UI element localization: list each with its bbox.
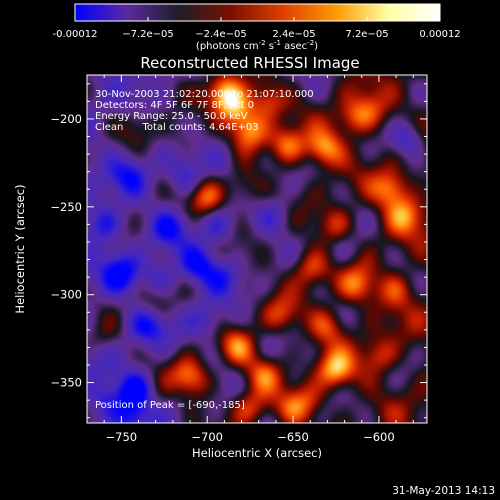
- info-overlay: 30-Nov-2003 21:02:20.000 to 21:07:10.000…: [95, 89, 314, 411]
- colorbar-gradient: [75, 4, 440, 21]
- colorbar-tick-label: 0.00012: [419, 29, 460, 40]
- colorbar-tick-label: 2.4e−05: [272, 29, 315, 40]
- colorbar-ticks: -0.00012 −7.2e−05 −2.4e−05 2.4e−05 7.2e−05 0.…: [53, 17, 461, 40]
- colorbar-frame: [74, 3, 441, 22]
- info-line-counts: Clean Total counts: 4.64E+03: [95, 122, 259, 133]
- y-tick-label: −250: [50, 200, 82, 214]
- y-tick-label: −200: [50, 112, 82, 126]
- info-line-detectors: Detectors: 4F 5F 6F 7F 8F, Att 0: [95, 100, 254, 111]
- x-tick-label: −650: [277, 430, 309, 444]
- plot-frame: [86, 74, 428, 424]
- axis-ticks: −750 −700 −650 −600 −200 −250 −300 −350: [50, 75, 427, 444]
- y-axis-label: Heliocentric Y (arcsec): [13, 184, 27, 313]
- colorbar-tick-label: -0.00012: [53, 29, 98, 40]
- heatmap-image: [87, 75, 427, 423]
- peak-position-label: Position of Peak = [-690,-185]: [95, 400, 245, 411]
- info-line-energy: Energy Range: 25.0 - 50.0 keV: [95, 111, 248, 122]
- colorbar-tick-label: 7.2e−05: [345, 29, 388, 40]
- colorbar-tick-label: −2.4e−05: [195, 29, 247, 40]
- info-line-time: 30-Nov-2003 21:02:20.000 to 21:07:10.000: [95, 89, 314, 100]
- colorbar: -0.00012 −7.2e−05 −2.4e−05 2.4e−05 7.2e−05 0.…: [53, 3, 461, 52]
- y-tick-label: −300: [50, 288, 82, 302]
- chart-title: Reconstructed RHESSI Image: [140, 54, 359, 72]
- colorbar-tick-label: −7.2e−05: [122, 29, 174, 40]
- footer-timestamp: 31-May-2013 14:13: [392, 485, 495, 497]
- plot-area: −750 −700 −650 −600 −200 −250 −300 −350: [50, 74, 428, 444]
- colorbar-units: (photons cm-2 s-1 asec-2): [196, 39, 318, 52]
- x-tick-label: −600: [363, 430, 395, 444]
- x-tick-label: −750: [106, 430, 138, 444]
- x-axis-label: Heliocentric X (arcsec): [192, 446, 322, 460]
- x-tick-label: −700: [191, 430, 223, 444]
- y-tick-label: −350: [50, 376, 82, 390]
